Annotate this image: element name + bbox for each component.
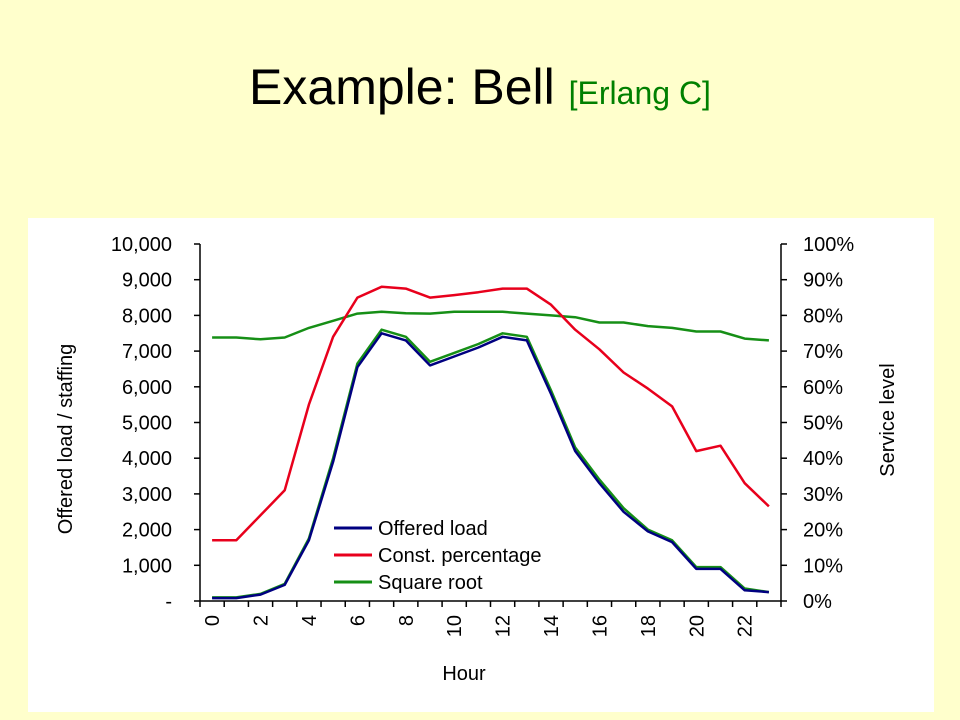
y-tick-label: 3,000 — [122, 484, 172, 506]
slide-title: Example: Bell [Erlang C] — [0, 62, 960, 112]
y2-tick-label: 90% — [803, 270, 843, 292]
legend-label: Square root — [378, 572, 483, 594]
y-tick-label: 10,000 — [111, 234, 172, 256]
y-tick-label: 2,000 — [122, 520, 172, 542]
x-tick-label: 18 — [638, 615, 660, 637]
y2-tick-label: 40% — [803, 448, 843, 470]
x-tick-label: 20 — [686, 615, 708, 637]
y2-tick-label: 80% — [803, 305, 843, 327]
legend-label: Const. percentage — [378, 545, 541, 567]
y-tick-label: 1,000 — [122, 555, 172, 577]
y2-tick-label: 70% — [803, 341, 843, 363]
y2-tick-label: 60% — [803, 377, 843, 399]
y2-tick-label: 0% — [803, 591, 832, 613]
x-tick-label: 0 — [202, 615, 224, 626]
x-tick-label: 12 — [493, 615, 515, 637]
y-tick-label: - — [165, 591, 172, 613]
x-tick-label: 10 — [444, 615, 466, 637]
slide-title-main: Example: Bell — [249, 59, 555, 115]
y-tick-label: 4,000 — [122, 448, 172, 470]
y-tick-label: 7,000 — [122, 341, 172, 363]
y2-axis-label: Service level — [877, 363, 899, 476]
y2-tick-label: 30% — [803, 484, 843, 506]
series-line-square-root-service-level — [212, 310, 769, 342]
x-tick-label: 2 — [251, 615, 273, 626]
line-chart: - 1,000 2,000 3,000 4,000 5,000 6,000 7,000 8,00… — [55, 234, 899, 685]
y-tick-label: 9,000 — [122, 270, 172, 292]
chart-panel: - 1,000 2,000 3,000 4,000 5,000 6,000 7,000 8,00… — [28, 218, 934, 712]
x-axis-label: Hour — [442, 663, 486, 685]
y-tick-label: 6,000 — [122, 377, 172, 399]
axes: - 1,000 2,000 3,000 4,000 5,000 6,000 7,000 8,00… — [111, 234, 855, 637]
series-line-const-percentage — [212, 285, 770, 542]
y2-tick-label: 20% — [803, 520, 843, 542]
x-tick-label: 14 — [541, 615, 563, 637]
slide-subtitle: [Erlang C] — [568, 75, 711, 111]
y2-tick-label: 10% — [803, 555, 843, 577]
y-tick-label: 5,000 — [122, 413, 172, 435]
legend: Offered load Const. percentage Square root — [328, 510, 590, 600]
y2-tick-label: 100% — [803, 234, 854, 256]
y-axis-label: Offered load / staffing — [55, 344, 77, 535]
x-tick-label: 8 — [396, 615, 418, 626]
x-tick-label: 22 — [735, 615, 757, 637]
y2-tick-label: 50% — [803, 413, 843, 435]
series-line-offered-load — [212, 332, 769, 600]
x-tick-label: 6 — [347, 615, 369, 626]
x-tick-label: 4 — [299, 615, 321, 626]
legend-label: Offered load — [378, 518, 488, 540]
series-layer — [212, 285, 770, 600]
y-tick-label: 8,000 — [122, 305, 172, 327]
x-tick-label: 16 — [589, 615, 611, 637]
